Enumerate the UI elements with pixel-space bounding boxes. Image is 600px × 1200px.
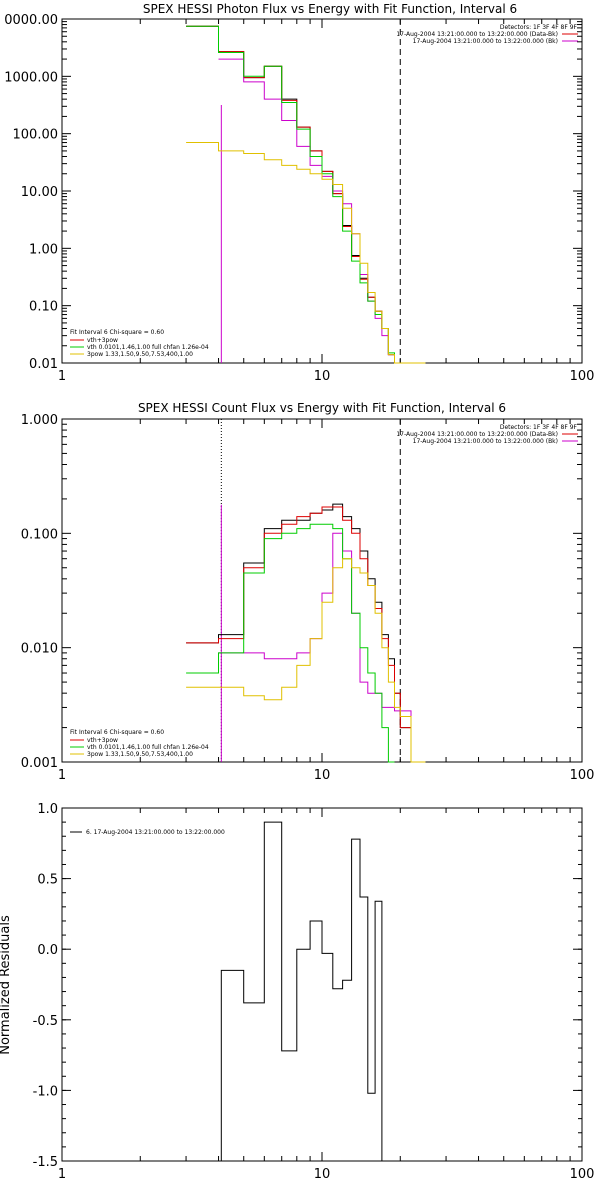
photon-ytick-label: 100.00 (13, 128, 59, 143)
photon-ytick-label: 10.00 (21, 185, 58, 200)
residuals-legend-label: 6. 17-Aug-2004 13:21:00.000 to 13:22:00.… (86, 829, 225, 836)
count-series-vth (186, 523, 395, 763)
photon-axis: 1 10 100 0.01 0.10 1.00 10.00 100.00 1000.00 0000… (4, 13, 594, 384)
photon-xtick-label: 1 (58, 369, 66, 384)
residuals-xtick-label: 10 (314, 1167, 331, 1182)
count-legend-pow: 3pow 1.33,1.50,9.50,7.53,400,1.00 (87, 751, 193, 758)
residuals-legend: 6. 17-Aug-2004 13:21:00.000 to 13:22:00.… (70, 829, 225, 836)
residuals-xtick-label: 1 (58, 1167, 66, 1182)
photon-ytick-label: 0.10 (29, 300, 58, 315)
count-xtick-label: 1 (58, 768, 66, 783)
count-series (186, 503, 426, 763)
count-ytick-label: 0.010 (21, 642, 58, 657)
photon-legend-vth: vth 0.0101,1.46,1.00 full chfan 1.26e-04 (87, 344, 209, 351)
count-series-vth-3pow (186, 506, 426, 763)
photon-info-databk: 17-Aug-2004 13:21:00.000 to 13:22:00.000… (396, 31, 558, 38)
count-legend-vth: vth 0.0101,1.46,1.00 full chfan 1.26e-04 (87, 744, 209, 751)
photon-series-data-bk (186, 25, 426, 364)
photon-ytick-label: 1.00 (29, 242, 58, 257)
count-detectors: Detectors: 1F 3F 4F 8F 9F (500, 424, 578, 431)
photon-title: SPEX HESSI Photon Flux vs Energy with Fi… (143, 2, 517, 16)
count-info-databk: 17-Aug-2004 13:21:00.000 to 13:22:00.000… (396, 431, 558, 438)
count-title: SPEX HESSI Count Flux vs Energy with Fit… (138, 401, 506, 415)
photon-legend-fit: Fit Interval 6 Chi-square = 0.60 (70, 329, 164, 336)
photon-xtick-label: 10 (314, 369, 331, 384)
photon-series-vth (186, 25, 426, 364)
photon-xtick-label: 100 (570, 369, 595, 384)
count-ytick-label: 0.100 (21, 527, 58, 542)
residuals-ytick-label: 0.5 (37, 873, 58, 888)
photon-legend: Fit Interval 6 Chi-square = 0.60 vth+3po… (70, 329, 209, 358)
count-ytick-label: 0.001 (21, 756, 58, 771)
photon-ytick-label: 0000.00 (4, 13, 58, 28)
count-legend: Fit Interval 6 Chi-square = 0.60 vth+3po… (70, 729, 209, 758)
count-axis: 1 10 100 0.001 0.010 0.100 1.000 (21, 413, 595, 783)
photon-info-bk: 17-Aug-2004 13:21:00.000 to 13:22:00.000… (413, 38, 558, 45)
photon-detectors: Detectors: 1F 3F 4F 8F 9F (500, 24, 578, 31)
photon-ytick-label: 0.01 (29, 357, 58, 372)
count-series-bk (218, 532, 412, 762)
residuals-plot-frame (61, 807, 583, 1162)
count-xtick-label: 100 (570, 768, 595, 783)
photon-ytick-label: 1000.00 (4, 70, 58, 85)
photon-series-vth-3pow (186, 25, 426, 364)
residuals-ytick-label: -1.0 (33, 1084, 58, 1099)
count-info-bk: 17-Aug-2004 13:21:00.000 to 13:22:00.000… (413, 438, 558, 445)
residuals-series-residuals (220, 821, 383, 1161)
count-xtick-label: 10 (314, 768, 331, 783)
count-plot-frame (61, 418, 583, 763)
photon-legend-total: vth+3pow (87, 337, 118, 344)
residuals-ylabel: Normalized Residuals (0, 915, 13, 1055)
residuals-xtick-label: 100 (570, 1167, 595, 1182)
photon-plot-frame (61, 18, 583, 364)
residuals-axis: 1 10 100 -1.5 -1.0 -0.5 0.0 0.5 1.0 (33, 802, 595, 1182)
photon-legend-pow: 3pow 1.33,1.50,9.50,7.53,400,1.00 (87, 351, 193, 358)
residuals-ytick-label: -0.5 (33, 1014, 58, 1029)
photon-series-bk (218, 58, 426, 364)
photon-series (186, 25, 426, 364)
count-ytick-label: 1.000 (21, 413, 58, 428)
residuals-ytick-label: -1.5 (33, 1155, 58, 1170)
residuals-ytick-label: 0.0 (37, 943, 58, 958)
count-legend-total: vth+3pow (87, 737, 118, 744)
residuals-ytick-label: 1.0 (37, 802, 58, 817)
residuals-series (220, 821, 383, 1161)
count-series-data-bk (186, 503, 426, 763)
photon-series-3pow (186, 142, 426, 364)
count-legend-fit: Fit Interval 6 Chi-square = 0.60 (70, 729, 164, 736)
count-series-3pow (186, 558, 426, 763)
